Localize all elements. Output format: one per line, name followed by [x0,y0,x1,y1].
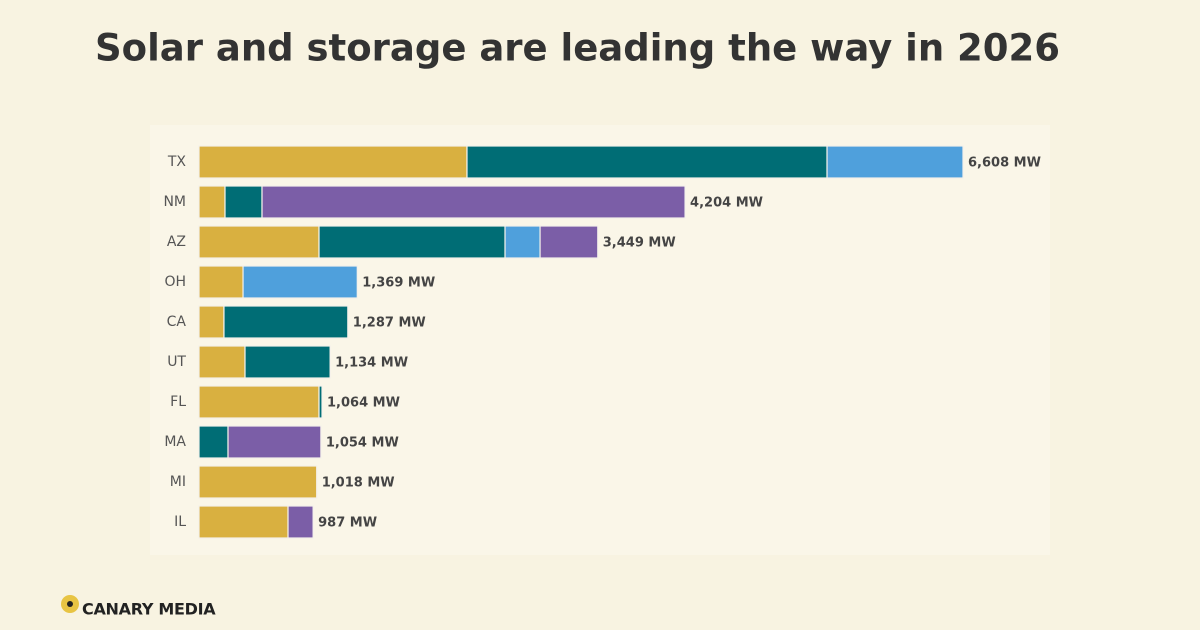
total-label: 1,018 MW [322,476,395,491]
category-label: OH [164,274,186,290]
title: Solar and storage are leading the way in… [95,27,1060,70]
logo-dot [67,601,73,607]
bar-segment [504,225,541,259]
category-label: MA [164,434,186,450]
bar-segment [198,225,320,259]
category-label: TX [167,154,187,170]
bar-segment [224,185,263,219]
bar-segment [227,425,322,459]
category-label: FL [170,394,186,410]
bar-segment [539,225,599,259]
total-label: 987 MW [318,516,377,531]
bar-segment [198,185,226,219]
bar-segment [242,265,358,299]
total-label: 1,054 MW [326,436,399,451]
total-label: 1,134 MW [335,356,408,371]
category-label: CA [167,314,187,330]
bar-segment [318,385,323,419]
brand: CANARY MEDIA [82,600,216,619]
category-label: IL [174,514,186,530]
bar-segment [223,305,349,339]
bar-segment [261,185,686,219]
bar-segment [198,505,289,539]
bar-segment [198,265,244,299]
total-label: 1,369 MW [362,276,435,291]
total-label: 3,449 MW [603,236,676,251]
bar-segment [287,505,314,539]
bar-segment [318,225,506,259]
bar-segment [826,145,964,179]
bar-segment [198,385,320,419]
category-label: MI [170,474,186,490]
bar-segment [466,145,828,179]
total-label: 4,204 MW [690,196,763,211]
bar-segment [198,465,318,499]
category-label: NM [163,194,186,210]
bar-segment [198,425,229,459]
bar-segment [244,345,331,379]
category-label: AZ [167,234,186,250]
bar-segment [198,145,468,179]
total-label: 1,287 MW [353,316,426,331]
category-label: UT [167,354,186,370]
total-label: 6,608 MW [968,156,1041,171]
bar-segment [198,305,225,339]
total-label: 1,064 MW [327,396,400,411]
bar-segment [198,345,246,379]
